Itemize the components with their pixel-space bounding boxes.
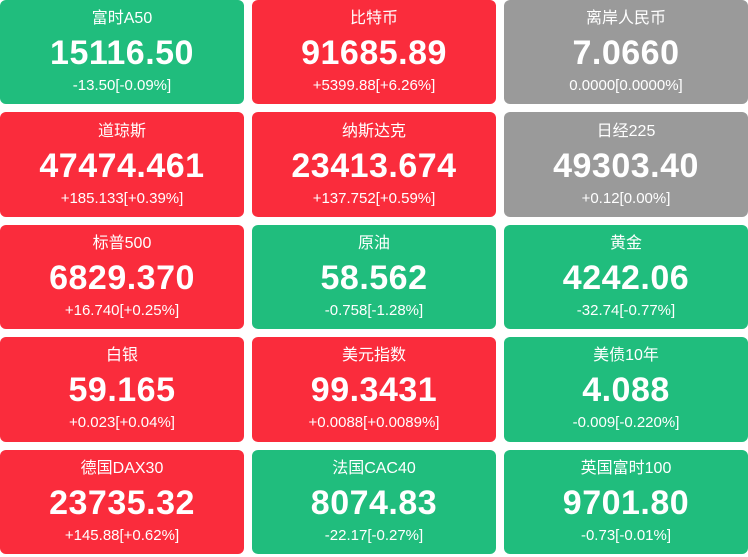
instrument-name: 日经225 [596, 122, 656, 140]
instrument-name: 美债10年 [593, 347, 659, 365]
instrument-price: 4242.06 [562, 258, 690, 297]
instrument-change: +0.12[0.00%] [581, 189, 671, 207]
instrument-change: +137.752[+0.59%] [312, 189, 436, 207]
instrument-price: 4.088 [582, 371, 670, 410]
market-tile-germany-dax30[interactable]: 德国DAX30 23735.32 +145.88[+0.62%] [0, 449, 244, 554]
instrument-price: 49303.40 [553, 146, 699, 185]
market-tile-france-cac40[interactable]: 法国CAC40 8074.83 -22.17[-0.27%] [252, 449, 496, 554]
instrument-name: 白银 [105, 347, 138, 365]
market-tile-ftse-a50[interactable]: 富时A50 15116.50 -13.50[-0.09%] [0, 0, 244, 105]
market-tile-bitcoin[interactable]: 比特币 91685.89 +5399.88[+6.26%] [252, 0, 496, 105]
market-tile-offshore-cny[interactable]: 离岸人民币 7.0660 0.0000[0.0000%] [504, 0, 748, 105]
instrument-name: 美元指数 [341, 347, 406, 365]
instrument-name: 英国富时100 [580, 459, 672, 477]
market-tile-dow-jones[interactable]: 道琼斯 47474.461 +185.133[+0.39%] [0, 112, 244, 217]
market-tile-nikkei-225[interactable]: 日经225 49303.40 +0.12[0.00%] [504, 112, 748, 217]
market-tile-us-10y-treasury[interactable]: 美债10年 4.088 -0.009[-0.220%] [504, 337, 748, 442]
instrument-change: +16.740[+0.25%] [64, 302, 180, 320]
market-tile-nasdaq[interactable]: 纳斯达克 23413.674 +137.752[+0.59%] [252, 112, 496, 217]
instrument-name: 比特币 [349, 10, 398, 28]
instrument-change: +185.133[+0.39%] [60, 189, 184, 207]
instrument-change: +5399.88[+6.26%] [312, 77, 436, 95]
instrument-change: +0.023[+0.04%] [69, 414, 175, 432]
instrument-change: -0.009[-0.220%] [572, 414, 680, 432]
instrument-change: -0.758[-1.28%] [324, 302, 424, 320]
market-tile-silver[interactable]: 白银 59.165 +0.023[+0.04%] [0, 337, 244, 442]
market-tile-usd-index[interactable]: 美元指数 99.3431 +0.0088[+0.0089%] [252, 337, 496, 442]
instrument-change: -0.73[-0.01%] [580, 526, 672, 544]
instrument-price: 6829.370 [49, 258, 195, 297]
instrument-price: 23413.674 [291, 146, 457, 185]
instrument-price: 23735.32 [49, 483, 195, 522]
instrument-price: 58.562 [320, 258, 428, 297]
instrument-name: 德国DAX30 [80, 459, 164, 477]
instrument-price: 15116.50 [50, 34, 194, 73]
market-tile-sp500[interactable]: 标普500 6829.370 +16.740[+0.25%] [0, 224, 244, 330]
instrument-name: 黄金 [609, 234, 642, 252]
instrument-price: 8074.83 [310, 483, 438, 522]
instrument-price: 91685.89 [301, 34, 447, 73]
instrument-name: 道琼斯 [97, 122, 146, 140]
instrument-name: 纳斯达克 [341, 122, 406, 140]
instrument-price: 47474.461 [39, 146, 205, 185]
instrument-change: 0.0000[0.0000%] [569, 77, 683, 95]
instrument-change: -22.17[-0.27%] [324, 526, 424, 544]
market-tile-gold[interactable]: 黄金 4242.06 -32.74[-0.77%] [504, 224, 748, 330]
instrument-name: 法国CAC40 [332, 459, 416, 477]
instrument-name: 原油 [357, 234, 390, 252]
instrument-change: -32.74[-0.77%] [576, 302, 676, 320]
instrument-change: +145.88[+0.62%] [64, 526, 180, 544]
instrument-price: 9701.80 [562, 483, 690, 522]
market-tile-crude-oil[interactable]: 原油 58.562 -0.758[-1.28%] [252, 224, 496, 330]
instrument-change: -13.50[-0.09%] [72, 77, 172, 95]
instrument-price: 7.0660 [572, 34, 680, 73]
market-tile-uk-ftse100[interactable]: 英国富时100 9701.80 -0.73[-0.01%] [504, 449, 748, 554]
instrument-name: 富时A50 [91, 10, 153, 28]
instrument-price: 59.165 [68, 371, 176, 410]
instrument-name: 离岸人民币 [585, 10, 666, 28]
instrument-price: 99.3431 [310, 371, 438, 410]
instrument-name: 标普500 [92, 234, 152, 252]
instrument-change: +0.0088[+0.0089%] [308, 414, 440, 432]
